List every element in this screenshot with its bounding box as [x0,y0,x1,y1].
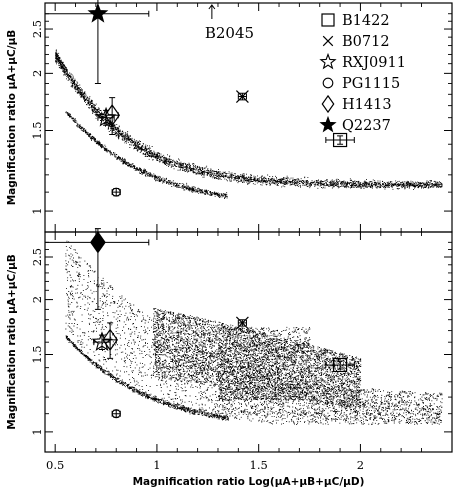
marker-open-circle [111,187,121,197]
data-point-b0712 [235,90,249,103]
legend-label-pg1115: PG1115 [342,76,400,92]
y-error-bar [98,334,105,350]
annotation-arrow [208,4,216,19]
x-tick-label: 0.5 [46,458,64,472]
marker-open-diamond [102,328,118,351]
marker-open-star [95,106,117,127]
y-tick-label: 1 [30,207,44,214]
data-point-pg1115 [111,187,121,197]
y-tick-label: 1 [30,428,44,435]
y-tick-label: 2.5 [30,248,44,266]
legend-marker-open-star [319,52,337,70]
legend-marker-cross [322,35,334,47]
legend-marker-open-diamond [321,94,335,114]
y-error-bar [109,97,116,136]
panel-top: 1 1.5 2 2.5 Magnification ratio μA+μC/μB B204… [6,0,453,233]
data-point-h1413 [104,97,121,136]
legend-label-rxj0911: RXJ0911 [342,55,406,71]
x-tick-label: 2 [357,458,364,472]
panel-bottom: 1 1.5 2 2.5 0.5 1 1.5 2 Magnification ratio μA+μ… [6,228,453,488]
legend-marker-open-circle [322,77,334,89]
data-point-b1422 [325,132,355,148]
marker-open-square [332,357,348,373]
data-point-pg1115 [111,409,121,419]
marker-open-square [332,132,348,148]
legend-label-h1413: H1413 [342,97,392,113]
data-point-b0712 [235,316,249,330]
legend-label-q2237: Q2237 [342,118,391,134]
legend-label-b1422: B1422 [342,13,390,29]
x-tick-label: 1.5 [250,458,268,472]
marker-cross [235,90,249,103]
y-error-bar [337,135,344,145]
data-point-q2237 [44,0,150,85]
y-axis-label: Magnification ratio μA+μC/μB [6,30,18,206]
y-tick-label: 2 [30,296,44,303]
simulation-points [55,49,443,200]
marker-open-diamond [104,104,121,127]
legend-marker-open-square [321,13,335,27]
data-point-h1413 [102,322,118,359]
y-axis-label: Magnification ratio μA+μC/μB [6,254,18,430]
legend-marker-filled-star [319,115,337,133]
y-tick-label: 2.5 [30,20,44,38]
y-tick-label: 1.5 [30,121,44,139]
annotation-label: B2045 [205,24,254,42]
x-tick-label: 1 [153,458,160,472]
data-point-b1422 [325,357,355,373]
y-error-bar [107,322,114,359]
y-tick-label: 1.5 [30,345,44,363]
data-point-q2237 [44,228,150,310]
y-tick-label: 2 [30,70,44,77]
legend: B1422 B0712 RXJ0911 PG1115 H1413 Q2237 [319,13,406,134]
marker-filled-star [87,2,109,23]
marker-open-star [91,331,113,352]
marker-filled-diamond [90,231,106,254]
x-axis-label: Magnification ratio Log(μA+μB+μC/μD) [133,476,365,488]
y-error-bar [337,360,344,370]
legend-label-b0712: B0712 [342,34,390,50]
marker-open-circle [111,409,121,419]
simulation-points [65,240,443,425]
marker-cross [235,316,249,330]
